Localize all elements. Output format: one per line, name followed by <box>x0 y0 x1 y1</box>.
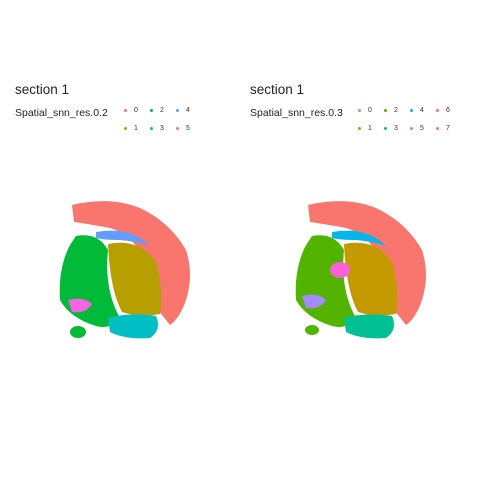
legend-label: 0 <box>134 107 138 114</box>
legend-item: 5 <box>410 125 424 132</box>
legend-title: Spatial_snn_res.0.3 <box>250 107 343 119</box>
legend-dot <box>436 108 439 112</box>
legend-label: 2 <box>160 107 164 114</box>
legend-label: 5 <box>420 125 424 132</box>
legend-dot <box>358 126 361 130</box>
spatial-plot <box>295 201 426 339</box>
legend-label: 1 <box>134 125 138 132</box>
legend-item: 0 <box>358 107 372 114</box>
legend-label: 0 <box>368 107 372 114</box>
legend-item: 1 <box>124 125 138 132</box>
legend-item: 2 <box>150 107 164 114</box>
legend-label: 3 <box>160 125 164 132</box>
legend-label: 1 <box>368 125 372 132</box>
cluster-region-4 <box>332 230 386 246</box>
legend-label: 6 <box>446 107 450 114</box>
cluster-region-5 <box>302 294 326 309</box>
legend-label: 3 <box>394 125 398 132</box>
cluster-fragment-2 <box>70 326 86 338</box>
legend-label: 7 <box>446 125 450 132</box>
legend-dot <box>384 126 387 130</box>
cluster-region-5 <box>68 298 92 313</box>
legend-dot <box>124 108 127 112</box>
cluster-fragment-2 <box>305 325 319 335</box>
cluster-region-4 <box>96 230 150 246</box>
legend-dot <box>410 108 413 112</box>
legend-item: 3 <box>150 125 164 132</box>
legend-dot <box>176 108 179 112</box>
panel-res-0-2: section 1 Spatial_snn_res.0.2 0 1 2 3 4 5 <box>15 82 190 339</box>
legend-dot <box>358 108 361 112</box>
cluster-region-6 <box>330 262 350 278</box>
legend-label: 4 <box>186 107 190 114</box>
panel-res-0-3: section 1 Spatial_snn_res.0.3 0 1 2 3 4 5 6 7 <box>240 0 480 480</box>
legend-label: 4 <box>420 107 424 114</box>
cluster-region-3 <box>344 314 394 339</box>
legend-item: 1 <box>358 125 372 132</box>
legend-title: Spatial_snn_res.0.2 <box>15 107 108 119</box>
legend-item: 0 <box>124 107 138 114</box>
tissue-section <box>295 201 426 339</box>
legend-dot <box>436 126 439 130</box>
tissue-section <box>59 201 190 339</box>
legend-label: 5 <box>186 125 190 132</box>
legend-dot <box>384 108 387 112</box>
plot-title: section 1 <box>15 82 70 97</box>
legend-dot <box>150 126 153 130</box>
legend-item: 4 <box>410 107 424 114</box>
legend-item: 3 <box>384 125 398 132</box>
legend-dot <box>410 126 413 130</box>
legend-dot <box>124 126 127 130</box>
cluster-region-1 <box>344 242 398 316</box>
legend-item: 6 <box>436 107 450 114</box>
legend-item: 4 <box>176 107 190 114</box>
legend-item: 2 <box>384 107 398 114</box>
cluster-region-3 <box>108 314 158 339</box>
spatial-plot <box>59 201 190 339</box>
legend-dot <box>150 108 153 112</box>
cluster-region-1 <box>108 242 162 316</box>
legend-item: 5 <box>176 125 190 132</box>
legend-item: 7 <box>436 125 450 132</box>
plot-title: section 1 <box>250 82 305 97</box>
legend-label: 2 <box>394 107 398 114</box>
legend-dot <box>176 126 179 130</box>
